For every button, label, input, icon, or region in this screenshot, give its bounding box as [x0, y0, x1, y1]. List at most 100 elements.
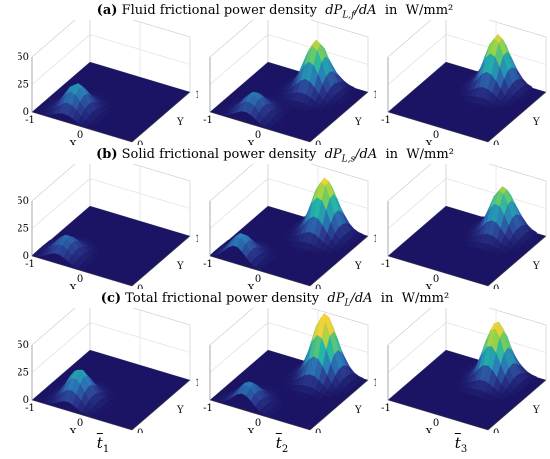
surface-patch [497, 101, 507, 109]
surface-patch [303, 105, 313, 112]
grid-line [31, 322, 191, 373]
surface-patch [472, 103, 481, 110]
surface-svg: -101X01Y [381, 308, 547, 433]
grid-line [31, 34, 191, 85]
z-tick-label: 25 [18, 224, 29, 235]
y-axis-label: Y [176, 117, 184, 128]
row-in: in [385, 147, 399, 162]
y-tick-label: 0 [137, 428, 143, 433]
surface-mesh [463, 186, 539, 256]
surface-mesh [209, 177, 364, 271]
surface-patch [275, 119, 285, 125]
y-tick-label: 1 [373, 234, 376, 245]
surface-patch [94, 409, 104, 416]
surface-patch [315, 104, 325, 112]
surface-patch [77, 264, 86, 271]
row-unit: W/mm² [401, 291, 450, 306]
axis-lines [387, 345, 547, 431]
surface-mesh [214, 312, 364, 418]
surface-patch [324, 389, 333, 398]
column-label-t3: t3 [454, 434, 468, 455]
y-tick-label: 0 [493, 284, 499, 289]
row-den: /dA [350, 291, 373, 306]
row-text: Solid frictional power density [121, 147, 317, 162]
y-axis-line [131, 91, 191, 143]
z-tick-label: 0 [23, 107, 29, 118]
surface-patch [81, 120, 91, 128]
z-tick-label: 50 [18, 340, 29, 351]
row-unit: W/mm² [405, 3, 454, 18]
x-axis-line [387, 111, 489, 143]
surface-svg: -101X01Y [203, 164, 376, 290]
x-axis-line [209, 111, 311, 143]
axis-lines [387, 57, 547, 143]
row-symbol: dP [327, 291, 345, 306]
surface-patch [86, 410, 96, 418]
surface-svg: -101X01Y [203, 20, 376, 145]
x-tick-label: 0 [77, 274, 83, 285]
x-axis-label: X [247, 428, 255, 434]
x-tick-label: -1 [381, 259, 391, 270]
surface-patch [489, 103, 499, 111]
x-tick-label: 0 [433, 418, 439, 429]
y-tick-label: 1 [195, 90, 198, 101]
grid-line [387, 34, 547, 85]
y-axis-label: Y [532, 405, 540, 416]
floor-plane [32, 206, 190, 286]
surface-patch [298, 248, 308, 255]
surface-patch [324, 246, 333, 254]
surface-panel-b3: -101X01Y [374, 164, 550, 289]
x-tick-label: -1 [381, 403, 391, 414]
x-tick-label: 0 [255, 274, 261, 285]
surface-panel-c3: -101X01Y [374, 308, 550, 433]
row-den: /dA [355, 147, 378, 162]
y-axis-line [487, 379, 547, 431]
axis-lines [209, 345, 369, 431]
x-tick-label: -1 [381, 115, 391, 126]
y-axis-line [309, 91, 369, 143]
y-axis-line [487, 235, 547, 287]
x-tick-label: 0 [433, 274, 439, 285]
y-axis-line [309, 235, 369, 287]
surface-mesh [39, 83, 114, 128]
row-in: in [380, 291, 394, 306]
x-axis-label: X [247, 284, 255, 290]
row-symbol: dP [325, 3, 343, 18]
y-axis-label: Y [532, 261, 540, 272]
y-tick-label: 0 [315, 284, 321, 289]
y-tick-label: 0 [493, 140, 499, 145]
grid-line [387, 178, 547, 229]
surface-patch [332, 244, 342, 252]
row-letter: (a) [96, 3, 118, 18]
axes-box [31, 20, 191, 142]
z-tick-label: 25 [18, 368, 29, 379]
x-tick-label: -1 [203, 115, 213, 126]
x-axis-line [31, 111, 133, 143]
x-axis-line [209, 399, 311, 431]
surface-panel-a3: -101X01Y [374, 20, 550, 145]
y-tick-label: 0 [315, 140, 321, 145]
surface-mesh [31, 234, 101, 271]
row-symbol: dP [324, 147, 342, 162]
y-axis-label: Y [176, 405, 184, 416]
column-label-t2: t2 [275, 434, 289, 455]
axis-lines [387, 201, 547, 287]
surface-panel-c2: -101X01Y [196, 308, 376, 433]
y-tick-label: 1 [373, 378, 376, 389]
y-axis-line [131, 235, 191, 287]
surface-patch [340, 387, 350, 395]
x-axis-label: X [425, 284, 433, 290]
row-letter: (b) [96, 147, 118, 162]
x-tick-label: 0 [255, 130, 261, 141]
x-tick-label: -1 [203, 259, 213, 270]
y-tick-label: 1 [195, 378, 198, 389]
surface-svg: -101X01Y [203, 308, 376, 434]
x-tick-label: 0 [433, 130, 439, 141]
surface-mesh [218, 39, 355, 130]
surface-patch [505, 99, 515, 107]
floor-plane [32, 62, 190, 142]
surface-patch [89, 119, 99, 127]
